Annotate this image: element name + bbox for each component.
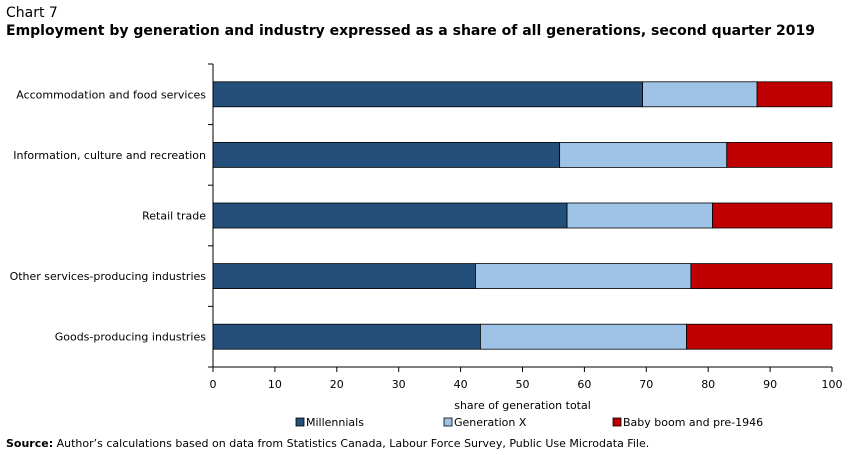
bar-generation-x-accommodation-and-food-services [642, 81, 758, 108]
category-label: Accommodation and food services [16, 88, 206, 101]
bar-millennials-goods-producing-industries [212, 323, 481, 350]
x-axis-title: share of generation total [454, 399, 591, 412]
category-label: Retail trade [142, 210, 206, 223]
bar-generation-x-goods-producing-industries [480, 323, 687, 350]
x-tick-label: 80 [701, 378, 715, 391]
legend-label-millennials: Millennials [306, 416, 364, 429]
bar-baby-boom-and-pre-1946-other-services-producing-industries [690, 263, 833, 290]
bar-baby-boom-and-pre-1946-goods-producing-industries [686, 323, 833, 350]
bar-baby-boom-and-pre-1946-retail-trade [712, 202, 833, 229]
x-tick-label: 70 [639, 378, 653, 391]
category-label: Other services-producing industries [10, 270, 207, 283]
legend-swatch-baby-boom-and-pre-1946 [612, 417, 622, 427]
legend-swatch-generation-x [443, 417, 453, 427]
chart-label: Chart 7 [6, 5, 58, 21]
legend-label-baby-boom-and-pre-1946: Baby boom and pre-1946 [623, 416, 763, 429]
x-tick-label: 20 [330, 378, 344, 391]
bar-generation-x-other-services-producing-industries [475, 263, 692, 290]
bar-millennials-other-services-producing-industries [212, 263, 476, 290]
bar-generation-x-information-culture-and-recreation [559, 141, 728, 168]
bar-baby-boom-and-pre-1946-accommodation-and-food-services [756, 81, 833, 108]
bar-baby-boom-and-pre-1946-information-culture-and-recreation [726, 141, 833, 168]
source-text: Author’s calculations based on data from… [53, 437, 650, 450]
x-tick-label: 10 [268, 378, 282, 391]
legend-swatch-millennials [295, 417, 305, 427]
x-tick-label: 40 [454, 378, 468, 391]
source-note: Source: Author’s calculations based on d… [6, 437, 649, 450]
x-tick-label: 100 [822, 378, 843, 391]
bar-millennials-retail-trade [212, 202, 568, 229]
x-tick-label: 30 [392, 378, 406, 391]
bar-millennials-information-culture-and-recreation [212, 141, 561, 168]
x-tick-label: 60 [577, 378, 591, 391]
legend-label-generation-x: Generation X [454, 416, 527, 429]
category-label: Goods-producing industries [55, 331, 207, 344]
category-label: Information, culture and recreation [13, 149, 206, 162]
x-tick-label: 90 [763, 378, 777, 391]
source-prefix: Source: [6, 437, 54, 450]
x-tick-label: 50 [516, 378, 530, 391]
chart-title: Employment by generation and industry ex… [6, 23, 815, 39]
x-tick-label: 0 [210, 378, 217, 391]
bar-millennials-accommodation-and-food-services [212, 81, 643, 108]
bar-generation-x-retail-trade [566, 202, 713, 229]
